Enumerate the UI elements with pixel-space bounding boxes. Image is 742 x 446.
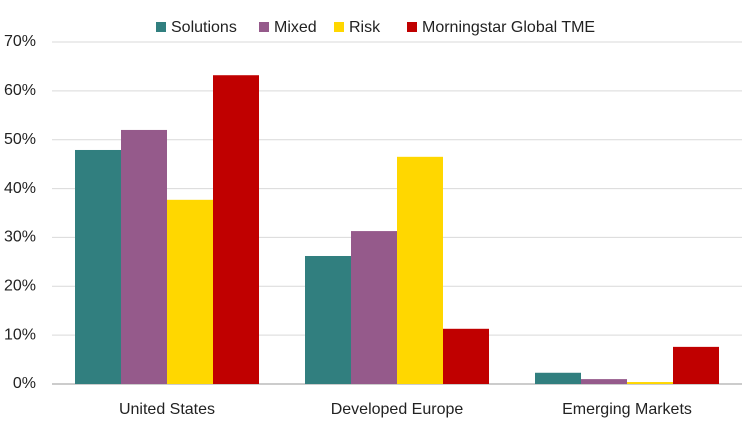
y-tick-label: 20% bbox=[4, 278, 36, 295]
bar bbox=[167, 199, 213, 384]
y-tick-label: 60% bbox=[4, 82, 36, 99]
y-tick-label: 40% bbox=[4, 180, 36, 197]
bar bbox=[397, 156, 443, 384]
y-tick-label: 0% bbox=[13, 375, 36, 392]
x-tick-label: Emerging Markets bbox=[562, 401, 692, 418]
bar bbox=[213, 75, 259, 385]
y-tick-label: 50% bbox=[4, 131, 36, 148]
bar bbox=[673, 346, 719, 384]
legend-label: Mixed bbox=[274, 19, 317, 36]
legend-swatch bbox=[259, 22, 269, 32]
legend-label: Solutions bbox=[171, 19, 237, 36]
legend-swatch bbox=[407, 22, 417, 32]
y-tick-label: 30% bbox=[4, 229, 36, 246]
legend-label: Morningstar Global TME bbox=[422, 19, 595, 36]
bar bbox=[535, 372, 581, 384]
legend-label: Risk bbox=[349, 19, 381, 36]
bar bbox=[627, 382, 673, 384]
y-tick-label: 10% bbox=[4, 326, 36, 343]
bar bbox=[351, 231, 397, 384]
bar bbox=[121, 129, 167, 384]
bar bbox=[581, 379, 627, 384]
y-tick-label: 70% bbox=[4, 33, 36, 50]
bar bbox=[305, 255, 351, 384]
legend-swatch bbox=[334, 22, 344, 32]
bar bbox=[443, 328, 489, 384]
x-tick-label: Developed Europe bbox=[331, 401, 464, 418]
x-tick-label: United States bbox=[119, 401, 215, 418]
bar bbox=[75, 149, 121, 384]
legend-swatch bbox=[156, 22, 166, 32]
